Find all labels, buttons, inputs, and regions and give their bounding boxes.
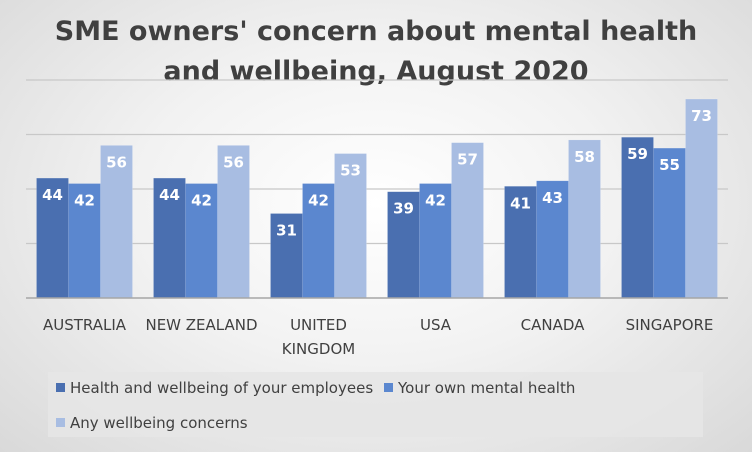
x-tick-label: SINGAPORE	[626, 316, 714, 334]
data-label: 73	[691, 107, 712, 125]
data-label: 56	[106, 153, 127, 171]
legend-background	[48, 372, 703, 437]
x-tick-label: USA	[420, 316, 452, 334]
gridlines	[26, 79, 728, 245]
legend-swatch	[56, 383, 65, 392]
bar	[621, 136, 654, 299]
bar	[419, 183, 452, 299]
data-label: 56	[223, 153, 244, 171]
bar	[334, 153, 367, 299]
bar	[217, 145, 250, 299]
legend: Health and wellbeing of your employees Yo…	[48, 372, 703, 437]
data-label: 55	[659, 156, 680, 174]
bar	[185, 183, 218, 299]
data-label: 41	[510, 194, 531, 212]
data-label: 39	[393, 200, 414, 218]
bar	[153, 177, 186, 299]
x-tick-label: KINGDOM	[282, 340, 355, 358]
legend-label: Any wellbeing concerns	[70, 414, 248, 432]
bar	[36, 177, 69, 299]
data-label: 57	[457, 151, 478, 169]
data-label: 59	[627, 145, 648, 163]
chart-title: SME owners' concern about mental health a…	[55, 16, 697, 87]
data-label: 42	[425, 192, 446, 210]
chart-title-line: SME owners' concern about mental health	[55, 16, 697, 47]
bar	[685, 98, 718, 299]
bars	[36, 98, 718, 299]
bar	[100, 145, 133, 299]
x-tick-label: UNITED	[290, 316, 347, 334]
x-tick-label: AUSTRALIA	[43, 316, 127, 334]
data-label: 53	[340, 162, 361, 180]
legend-swatch	[384, 383, 393, 392]
data-label: 44	[159, 186, 180, 204]
legend-swatch	[56, 418, 65, 427]
legend-label: Health and wellbeing of your employees	[70, 379, 373, 397]
data-labels: 44 42 56 44 42 56 31 42 53 39 42 57 41 43 58 59 55 73	[42, 107, 712, 239]
bar	[568, 139, 601, 299]
data-label: 42	[308, 192, 329, 210]
x-tick-label: NEW ZEALAND	[145, 316, 257, 334]
data-label: 58	[574, 148, 595, 166]
data-label: 42	[74, 192, 95, 210]
data-label: 43	[542, 189, 563, 207]
data-label: 31	[276, 222, 297, 240]
bar	[536, 180, 569, 299]
legend-label: Your own mental health	[397, 379, 575, 397]
x-axis: AUSTRALIA NEW ZEALAND UNITED KINGDOM USA CANA…	[26, 297, 728, 358]
data-label: 44	[42, 186, 63, 204]
bar	[451, 142, 484, 299]
x-tick-label: CANADA	[521, 316, 586, 334]
chart-title-line: and wellbeing, August 2020	[163, 56, 588, 87]
data-label: 42	[191, 192, 212, 210]
bar	[387, 191, 420, 299]
